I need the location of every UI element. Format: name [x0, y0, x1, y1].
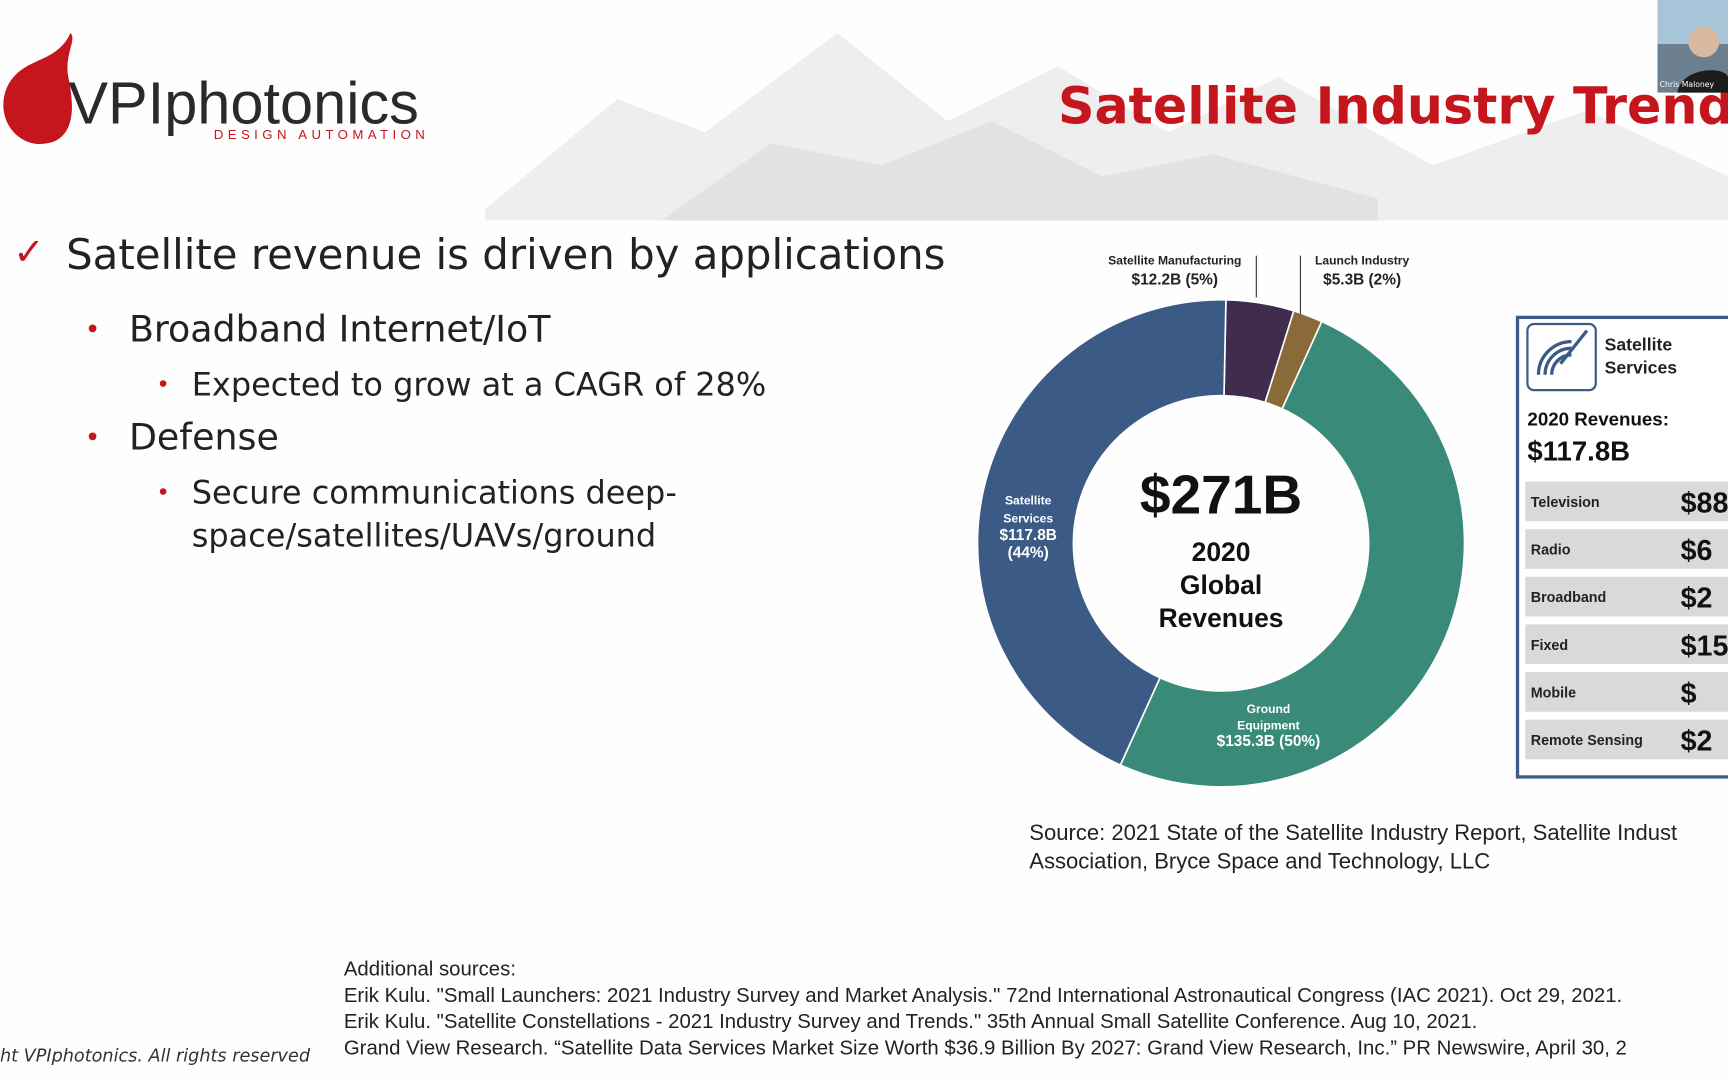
- logo-text: VPIphotonics: [68, 69, 419, 136]
- bullet-dot: [88, 432, 97, 441]
- segment-label: Ground: [1247, 702, 1291, 716]
- donut-total: $271B: [1140, 464, 1302, 526]
- slide-title: Satellite Industry Trends: [1058, 76, 1728, 135]
- row-value: $6: [1681, 535, 1713, 567]
- additional-sources: Additional sources: Erik Kulu. "Small Lau…: [344, 958, 1627, 1059]
- segment-label: $135.3B (50%): [1217, 733, 1321, 750]
- row-name: Fixed: [1531, 638, 1568, 654]
- row-name: Radio: [1531, 543, 1571, 559]
- source-line: Erik Kulu. "Satellite Constellations - 2…: [344, 1011, 1478, 1033]
- source-line: Erik Kulu. "Small Launchers: 2021 Indust…: [344, 985, 1622, 1007]
- webcam-name: Chris Maloney: [1660, 80, 1715, 89]
- donut-center-text: 2020: [1192, 537, 1251, 567]
- donut-segment: [976, 298, 1227, 767]
- source-line: Additional sources:: [344, 958, 516, 980]
- sub-bullet: Secure communications deep-: [192, 474, 677, 512]
- segment-label: Launch Industry: [1315, 253, 1409, 267]
- row-value: $2: [1681, 583, 1713, 615]
- row-name: Television: [1531, 495, 1600, 511]
- bullet: Defense: [129, 416, 279, 459]
- panel-row: [1525, 529, 1728, 569]
- check-icon: ✓: [13, 229, 44, 273]
- panel-row: [1525, 576, 1728, 617]
- side-panel: Satellite Services 2020 Revenues: $117.8B Te…: [1515, 315, 1728, 779]
- panel-title: Satellite: [1605, 334, 1673, 354]
- main-bullet: Satellite revenue is driven by applicati…: [66, 230, 945, 279]
- copyright-footer: ht VPIphotonics. All rights reserved: [0, 1046, 311, 1066]
- panel-title: Services: [1605, 358, 1678, 378]
- segment-label: $5.3B (2%): [1323, 271, 1401, 288]
- row-value: $: [1681, 678, 1697, 710]
- bullet: Broadband Internet/IoT: [129, 308, 551, 351]
- row-value: $88: [1681, 487, 1728, 519]
- panel-row: [1525, 719, 1728, 760]
- bullet-list: Broadband Internet/IoT Expected to grow a…: [88, 308, 766, 555]
- panel-row: [1525, 672, 1728, 712]
- sub-bullet-dot: [159, 380, 167, 387]
- source-line: Association, Bryce Space and Technology,…: [1029, 848, 1490, 873]
- panel-row: [1525, 481, 1728, 522]
- panel-row: [1525, 624, 1728, 665]
- donut-center-text: Global: [1180, 570, 1262, 600]
- segment-label: $12.2B (5%): [1132, 271, 1219, 288]
- source-text: Source: 2021 State of the Satellite Indu…: [1029, 820, 1677, 874]
- webcam: Chris Maloney: [1657, 0, 1728, 93]
- donut-segment: [1119, 320, 1465, 788]
- segment-label: $117.8B: [1000, 527, 1057, 544]
- segment-label: (44%): [1008, 545, 1049, 562]
- segment-label: Satellite: [1005, 494, 1052, 508]
- logo: VPIphotonics DESIGN AUTOMATION: [3, 33, 429, 145]
- donut-chart: Satellite Manufacturing $12.2B (5%) Launch…: [976, 253, 1465, 788]
- sub-bullet: space/satellites/UAVs/ground: [192, 517, 656, 555]
- segment-label: Equipment: [1237, 719, 1300, 733]
- revenue-value: $117.8B: [1527, 436, 1630, 467]
- source-line: Grand View Research. “Satellite Data Ser…: [344, 1038, 1627, 1060]
- sub-bullet: Expected to grow at a CAGR of 28%: [192, 366, 766, 404]
- row-name: Mobile: [1531, 685, 1576, 701]
- mountains: [484, 33, 1728, 221]
- row-name: Broadband: [1531, 590, 1607, 606]
- bullet-dot: [88, 324, 97, 333]
- sub-bullet-dot: [159, 488, 167, 495]
- segment-label: Services: [1003, 511, 1053, 525]
- row-value: $2: [1681, 725, 1713, 757]
- row-value: $15: [1681, 630, 1728, 662]
- revenue-label: 2020 Revenues:: [1527, 408, 1669, 429]
- logo-tagline: DESIGN AUTOMATION: [214, 127, 429, 142]
- row-name: Remote Sensing: [1531, 733, 1643, 749]
- donut-center-text: Revenues: [1159, 603, 1284, 633]
- segment-label: Satellite Manufacturing: [1108, 253, 1241, 267]
- source-line: Source: 2021 State of the Satellite Indu…: [1029, 820, 1677, 845]
